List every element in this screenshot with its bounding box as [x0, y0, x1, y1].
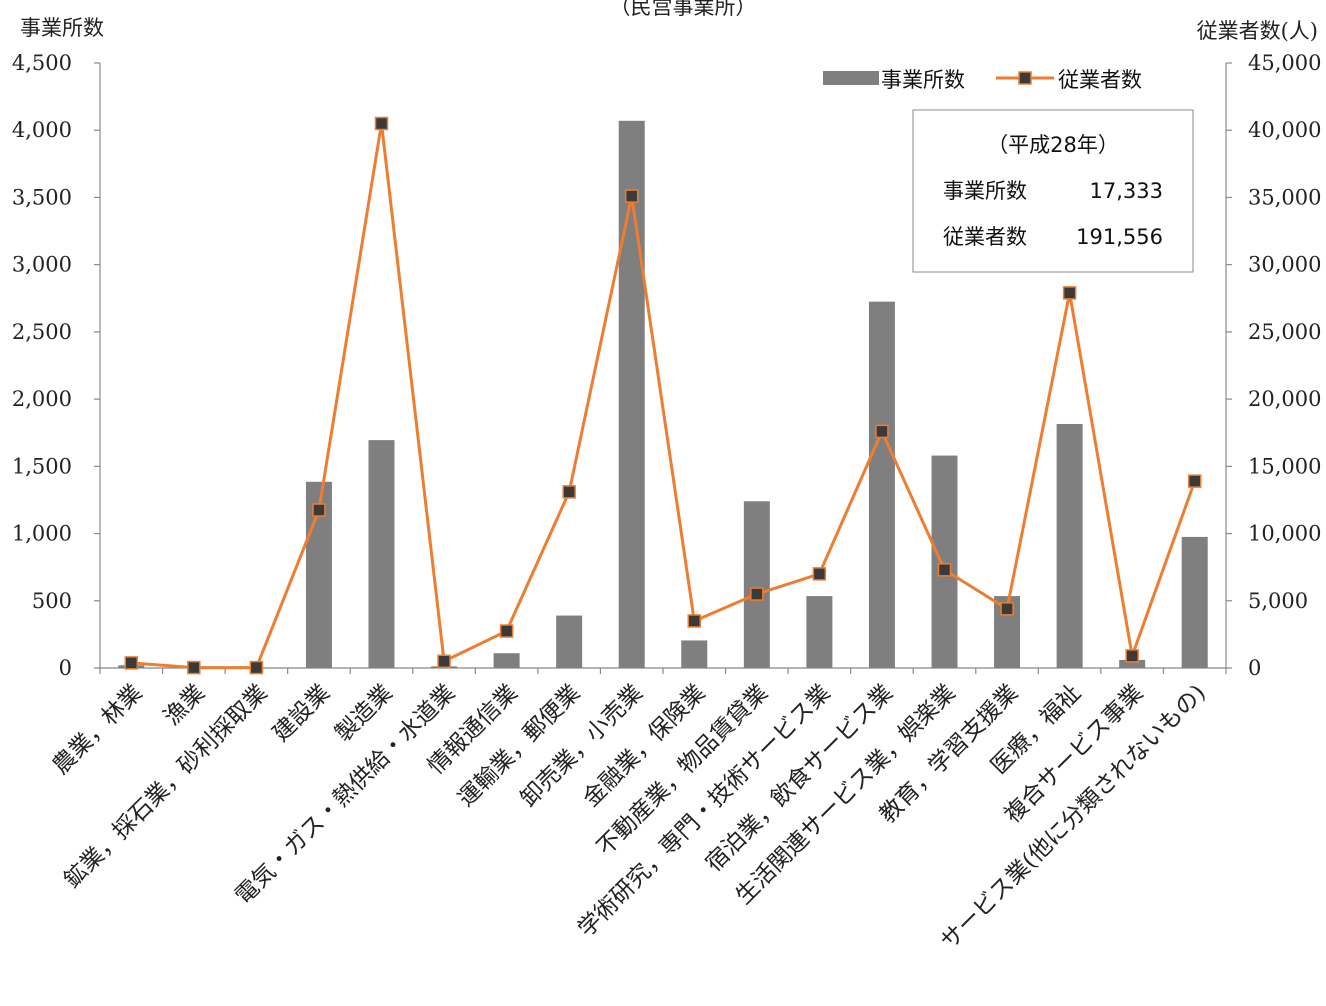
legend-swatch-marker — [1018, 71, 1032, 85]
line-marker — [750, 587, 764, 601]
left-tick-label: 2,500 — [12, 320, 72, 344]
line-marker — [437, 654, 451, 669]
bar — [806, 596, 833, 668]
line-marker — [312, 503, 326, 517]
left-tick-label: 4,000 — [12, 118, 72, 142]
legend: 事業所数 従業者数 — [823, 68, 1142, 92]
line-path — [131, 122, 1197, 670]
line-marker — [1062, 286, 1077, 300]
left-tick-label: 2,000 — [12, 387, 72, 411]
summary-row-label-2: 従業者数 — [943, 225, 1027, 249]
category-labels: 農業，林業 漁業鉱業，採石業，砂利採取業建設業製造業電気・ガス・熱供給・水道業情報… — [48, 680, 1211, 955]
bar — [868, 301, 895, 668]
line-marker — [812, 567, 827, 581]
right-tick-label: 35,000 — [1248, 185, 1321, 209]
bar — [1181, 536, 1208, 668]
right-tick-label: 5,000 — [1248, 589, 1308, 613]
left-tick-label: 1,500 — [12, 454, 72, 478]
line-marker — [1000, 602, 1014, 616]
right-tick-label: 20,000 — [1248, 387, 1321, 411]
legend-label-bar: 事業所数 — [881, 68, 965, 92]
line-marker — [1187, 474, 1202, 488]
bar — [368, 440, 395, 668]
summary-box-title: （平成28年） — [987, 133, 1119, 157]
line-marker — [374, 116, 389, 131]
chart-title: （民営事業所） — [610, 0, 757, 19]
left-tick-label: 3,000 — [12, 253, 72, 277]
left-tick-label: 0 — [59, 656, 72, 680]
bar — [743, 501, 770, 668]
summary-row-value-1: 17,333 — [1090, 179, 1163, 203]
left-tick-label: 4,500 — [12, 51, 72, 75]
line-marker — [562, 485, 576, 499]
right-tick-label: 0 — [1248, 656, 1261, 680]
line-series — [124, 116, 1202, 675]
category-label: 農業，林業 — [48, 680, 148, 780]
summary-box-frame — [912, 109, 1194, 273]
line-marker — [499, 624, 514, 638]
bar — [618, 120, 645, 669]
bar — [1119, 659, 1146, 668]
left-axis-ticks: 0 500 1,000 1,500 2,000 2,500 3,000 3,500 4,000 4… — [12, 51, 100, 680]
left-tick-label: 1,000 — [12, 522, 72, 546]
right-tick-label: 45,000 — [1248, 51, 1321, 75]
right-tick-label: 30,000 — [1248, 253, 1321, 277]
bar — [681, 640, 708, 668]
summary-row-value-2: 191,556 — [1076, 225, 1163, 249]
right-axis-ticks: 0 5,000 10,000 15,000 20,000 25,000 30,000 35,0… — [1226, 51, 1321, 680]
x-axis-ticks — [99, 668, 1227, 674]
right-tick-label: 25,000 — [1248, 320, 1321, 344]
right-tick-label: 15,000 — [1248, 454, 1321, 478]
left-axis-title: 事業所数 — [20, 16, 104, 40]
summary-box: （平成28年） 事業所数 17,333 従業者数 191,556 — [912, 109, 1194, 273]
bar — [931, 455, 958, 668]
legend-label-line: 従業者数 — [1058, 68, 1142, 92]
bar — [493, 653, 520, 668]
category-label: 建設業 — [268, 680, 335, 747]
right-axis-title: 従業者数(人) — [1197, 19, 1318, 43]
line-marker — [624, 189, 639, 203]
bar-series — [118, 120, 1208, 669]
line-marker — [249, 660, 264, 675]
category-label: 漁業 — [159, 680, 210, 731]
left-tick-label: 500 — [32, 589, 72, 613]
left-tick-label: 3,500 — [12, 185, 72, 209]
legend-swatch-bar — [823, 71, 879, 85]
line-marker — [875, 424, 889, 439]
line-marker — [937, 563, 952, 577]
right-tick-label: 10,000 — [1248, 522, 1321, 546]
line-marker — [687, 614, 702, 628]
line-marker — [1125, 649, 1139, 663]
bar — [1056, 423, 1083, 668]
bar — [556, 615, 583, 668]
summary-row-label-1: 事業所数 — [943, 179, 1027, 203]
right-tick-label: 40,000 — [1248, 118, 1321, 142]
line-marker — [187, 660, 201, 675]
line-marker — [124, 656, 139, 670]
